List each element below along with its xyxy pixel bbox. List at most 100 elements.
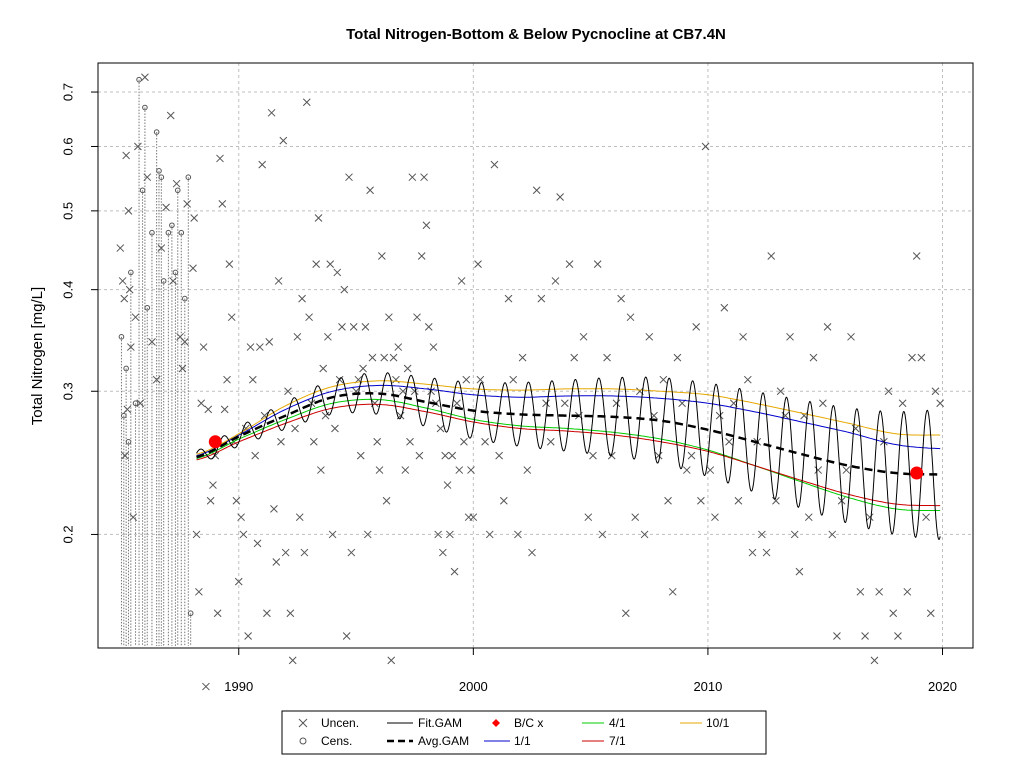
uncensored-point (305, 313, 313, 322)
uncensored-point (356, 451, 365, 460)
uncensored-point (293, 332, 302, 341)
uncensored-point (239, 530, 248, 539)
uncensored-point (922, 513, 930, 522)
uncensored-point (908, 353, 916, 362)
uncensored-point (673, 353, 682, 362)
uncensored-point (324, 332, 332, 341)
uncensored-point (199, 343, 208, 351)
uncensored-point (448, 451, 457, 460)
uncensored-point (134, 142, 142, 151)
uncensored-point (589, 451, 597, 460)
uncensored-point (298, 294, 306, 303)
uncensored-point (338, 323, 346, 331)
uncensored-point (417, 252, 426, 260)
uncensored-point (809, 353, 818, 362)
uncensored-point (143, 173, 152, 182)
uncensored-point (340, 285, 349, 294)
uncensored-point (804, 513, 813, 522)
uncensored-point (509, 375, 518, 384)
uncensored-point (847, 332, 855, 341)
uncensored-point (715, 411, 724, 420)
uncensored-point (162, 203, 170, 212)
uncensored-point (725, 437, 733, 446)
plot-frame (97, 62, 974, 649)
uncensored-point (401, 466, 410, 474)
uncensored-point (645, 332, 654, 341)
uncensored-point (438, 548, 447, 557)
uncensored-point (457, 277, 466, 285)
uncensored-point (926, 609, 935, 618)
uncensored-point (385, 313, 393, 322)
censored-point (144, 304, 151, 311)
uncensored-point (441, 451, 450, 460)
uncensored-point (342, 632, 351, 640)
uncensored-point (542, 399, 550, 408)
uncensored-point (790, 530, 799, 539)
uncensored-point (532, 186, 541, 195)
uncensored-point (394, 343, 403, 351)
uncensored-point (579, 332, 588, 341)
censored-point (156, 168, 162, 174)
censored-point (132, 400, 139, 407)
series-line-7-1 (196, 403, 941, 507)
uncensored-point (232, 496, 241, 505)
uncensored-point (172, 179, 181, 188)
uncensored-point (189, 264, 197, 273)
uncensored-point (129, 513, 138, 522)
uncensored-point (319, 364, 328, 373)
uncensored-point (366, 186, 374, 195)
uncensored-point (870, 656, 879, 665)
uncensored-point (889, 609, 898, 618)
series-line-4-1 (196, 398, 941, 511)
uncensored-point (202, 682, 210, 691)
uncensored-point (326, 260, 335, 268)
uncensored-point (640, 530, 649, 539)
uncensored-point (291, 424, 299, 433)
uncensored-point (204, 405, 213, 414)
x-tick-label: 2020 (928, 679, 957, 694)
uncensored-point (659, 375, 668, 384)
legend-avg-label: Avg.GAM (418, 734, 469, 748)
uncensored-point (288, 656, 297, 665)
avg-gam-line (196, 392, 941, 476)
legend-uncen-symbol (298, 718, 308, 728)
uncensored-point (347, 548, 356, 557)
uncensored-point (399, 387, 407, 396)
censored-point (136, 76, 142, 83)
uncensored-point (455, 466, 464, 474)
y-tick-label: 0.3 (61, 382, 76, 400)
uncensored-point (446, 530, 454, 539)
uncensored-point (682, 466, 691, 474)
uncensored-point (286, 609, 295, 618)
uncensored-point (485, 530, 494, 539)
uncensored-point (460, 437, 468, 446)
uncensored-point (220, 405, 229, 414)
uncensored-point (884, 387, 893, 396)
legend-box (281, 710, 767, 755)
uncensored-point (551, 277, 560, 285)
uncensored-point (697, 496, 705, 505)
uncensored-point (118, 277, 127, 285)
legend-uncen-label: Uncen. (321, 716, 359, 730)
uncensored-point (420, 173, 428, 182)
uncensored-point (314, 214, 323, 222)
uncensored-point (720, 303, 729, 312)
uncensored-point (277, 437, 285, 446)
y-tick-label: 0.5 (61, 202, 76, 220)
uncensored-point (178, 364, 187, 373)
uncensored-point (626, 313, 635, 322)
uncensored-point (317, 466, 325, 474)
uncensored-point (894, 632, 902, 640)
uncensored-point (349, 323, 358, 331)
uncensored-point (258, 160, 267, 169)
uncensored-point (772, 496, 780, 505)
uncensored-point (523, 466, 532, 474)
uncensored-point (131, 313, 140, 322)
uncensored-point (842, 466, 851, 474)
uncensored-point (499, 496, 508, 505)
uncensored-point (284, 387, 292, 396)
uncensored-point (190, 214, 199, 222)
uncensored-point (373, 437, 382, 446)
uncensored-point (281, 548, 290, 557)
uncensored-point (389, 353, 398, 362)
